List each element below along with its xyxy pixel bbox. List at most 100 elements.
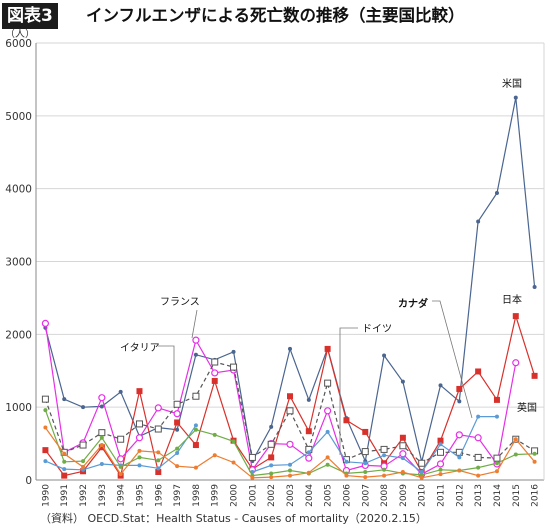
y-tick-label: 3000	[5, 257, 32, 269]
data-point	[363, 475, 368, 480]
data-point	[399, 442, 407, 450]
data-point	[437, 437, 444, 444]
data-point	[135, 434, 144, 442]
data-point	[41, 395, 49, 403]
series-label: カナダ	[398, 297, 428, 310]
data-point	[531, 372, 538, 379]
data-point	[175, 446, 180, 451]
data-point	[288, 473, 292, 478]
x-tick-label: 1990	[41, 484, 51, 507]
series-label: イタリア	[120, 342, 160, 354]
series-unlabeled	[43, 425, 537, 480]
x-tick-label: 2009	[399, 484, 409, 507]
data-point	[306, 397, 311, 402]
data-point	[98, 429, 106, 437]
data-point	[79, 441, 87, 449]
data-point	[268, 454, 275, 461]
data-point	[474, 453, 482, 461]
y-tick-label: 2000	[5, 329, 32, 341]
data-point	[361, 448, 369, 456]
data-point	[343, 417, 350, 424]
data-point	[436, 460, 445, 468]
series-lines	[41, 95, 539, 480]
series-フランス	[41, 319, 520, 478]
data-point	[474, 434, 482, 442]
x-tick-label: 1998	[192, 484, 202, 507]
data-point	[175, 464, 180, 469]
data-point	[438, 472, 443, 477]
data-point	[43, 459, 48, 464]
x-tick-label: 2007	[361, 484, 371, 507]
data-point	[156, 450, 161, 455]
x-tick-label: 2006	[342, 484, 352, 507]
data-point	[193, 465, 198, 470]
data-point	[211, 377, 218, 384]
data-point	[457, 399, 462, 404]
x-tick-label: 1993	[98, 484, 108, 507]
x-tick-label: 1997	[173, 484, 183, 507]
data-point	[438, 442, 443, 447]
label-leader	[432, 300, 473, 419]
data-point	[62, 397, 67, 402]
data-point	[288, 468, 292, 473]
data-point	[231, 349, 236, 354]
data-point	[475, 368, 482, 375]
data-point	[81, 464, 86, 469]
series-label: 米国	[502, 77, 522, 90]
data-point	[137, 455, 142, 460]
y-tick-label: 0	[25, 475, 32, 487]
data-point	[118, 472, 123, 477]
label-leader	[191, 309, 198, 339]
data-point	[193, 427, 198, 432]
data-point	[438, 467, 443, 472]
series-label: ドイツ	[362, 324, 392, 335]
gridlines	[36, 42, 544, 481]
figure-number-tag: 図表3	[2, 3, 58, 29]
data-point	[512, 359, 520, 367]
data-point	[362, 428, 369, 435]
data-point	[248, 453, 256, 461]
y-tick-label: 6000	[5, 38, 32, 50]
x-tick-label: 2008	[380, 484, 390, 507]
label-leader	[158, 345, 175, 400]
data-point	[324, 407, 332, 415]
data-point	[476, 219, 481, 224]
data-point	[286, 440, 294, 448]
data-point	[43, 425, 48, 430]
data-point	[399, 450, 407, 458]
data-point	[493, 454, 501, 462]
y-tick-label: 5000	[5, 111, 32, 123]
data-point	[193, 352, 198, 357]
data-point	[154, 404, 162, 412]
data-point	[192, 442, 199, 449]
data-point	[324, 379, 332, 387]
source-note: （資料） OECD.Stat：Health Status - Causes of…	[40, 512, 427, 525]
data-point	[399, 434, 406, 441]
x-tick-label: 2010	[418, 484, 428, 507]
data-point	[513, 452, 518, 457]
label-leader	[339, 327, 358, 455]
y-unit-label: （人）	[5, 28, 35, 40]
data-point	[400, 379, 405, 384]
data-point	[419, 472, 424, 477]
x-tick-label: 2004	[305, 484, 315, 507]
data-point	[306, 450, 311, 455]
data-point	[456, 385, 463, 392]
data-point	[305, 454, 313, 462]
y-tick-label: 4000	[5, 184, 32, 196]
data-point	[288, 346, 292, 351]
data-point	[156, 458, 161, 463]
data-point	[288, 462, 292, 467]
data-point	[325, 429, 330, 434]
data-point	[137, 463, 142, 468]
figure-title: インフルエンザによる死亡数の推移（主要国比較）	[86, 6, 465, 25]
x-tick-label: 1999	[211, 484, 221, 507]
data-point	[494, 414, 499, 419]
data-point	[457, 468, 462, 473]
data-point	[99, 404, 104, 409]
data-point	[269, 463, 274, 468]
data-point	[306, 470, 311, 475]
data-point	[382, 467, 387, 472]
data-point	[174, 419, 181, 426]
series-label: 日本	[502, 293, 522, 306]
